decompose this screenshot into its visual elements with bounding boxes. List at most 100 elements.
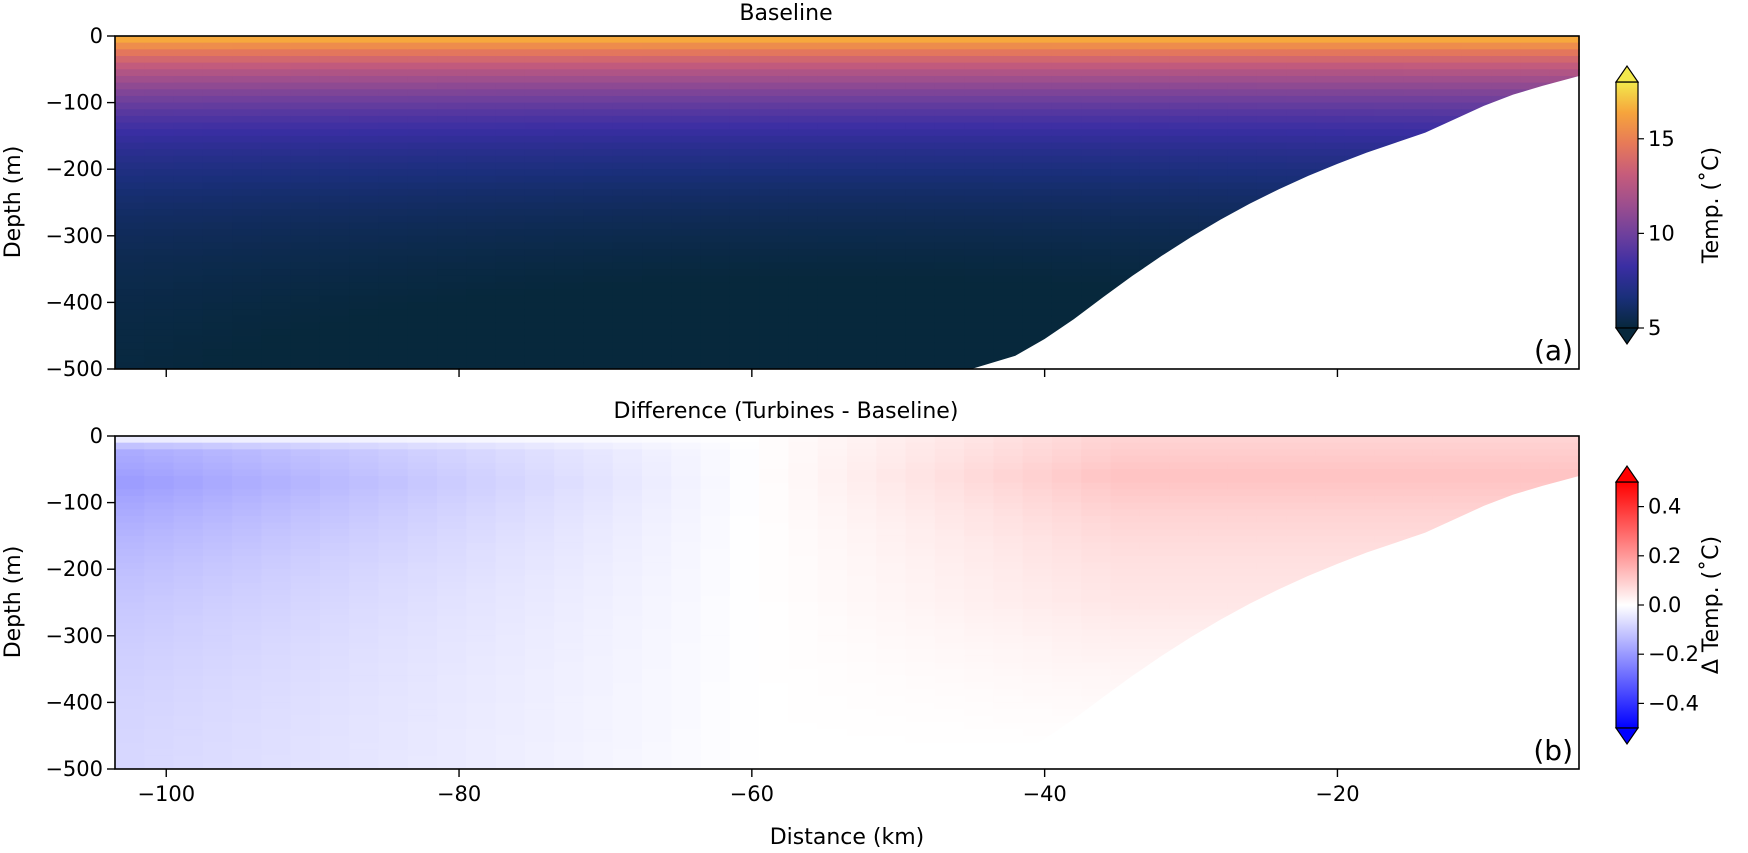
field-cell: [1315, 522, 1346, 531]
field-cell: [524, 149, 555, 157]
field-cell: [642, 575, 673, 584]
field-cell: [1081, 642, 1112, 650]
field-cell: [847, 175, 878, 184]
field-cell: [671, 475, 702, 484]
field-cell: [1051, 195, 1083, 204]
field-cell: [905, 469, 936, 477]
field-cell: [261, 436, 292, 444]
field-cell: [1022, 589, 1053, 597]
field-cell: [964, 162, 995, 170]
field-cell: [349, 462, 380, 471]
field-cell: [437, 702, 468, 710]
field-cell: [349, 89, 380, 97]
field-cell: [261, 575, 292, 584]
field-cell: [466, 95, 497, 104]
field-cell: [202, 242, 233, 250]
field-cell: [144, 162, 175, 170]
field-cell: [144, 69, 175, 77]
field-cell: [993, 275, 1024, 284]
field-cell: [319, 362, 351, 370]
field-cell: [202, 235, 233, 244]
field-cell: [759, 315, 790, 324]
field-cell: [319, 436, 351, 444]
field-cell: [1374, 135, 1405, 144]
field-cell: [1403, 82, 1434, 91]
field-cell: [1169, 589, 1200, 597]
field-cell: [349, 582, 380, 590]
field-cell: [642, 582, 673, 590]
field-cell: [115, 515, 146, 524]
field-cell: [554, 36, 585, 44]
field-cell: [1051, 715, 1083, 724]
field-cell: [788, 69, 819, 77]
field-cell: [1051, 155, 1083, 164]
field-cell: [407, 629, 438, 637]
field-cell: [261, 195, 292, 204]
field-cell: [202, 449, 233, 457]
field-cell: [993, 295, 1024, 304]
field-cell: [847, 609, 878, 617]
field-cell: [407, 595, 438, 604]
field-cell: [905, 595, 936, 604]
field-cell: [1169, 102, 1200, 111]
field-cell: [115, 562, 146, 570]
field-cell: [261, 255, 292, 264]
field-cell: [1022, 162, 1053, 170]
field-cell: [642, 755, 673, 764]
field-cell: [993, 615, 1024, 624]
field-cell: [729, 622, 760, 630]
field-cell: [173, 36, 204, 44]
field-cell: [554, 342, 585, 350]
field-cell: [290, 289, 321, 297]
field-cell: [700, 529, 731, 537]
field-cell: [700, 175, 731, 184]
field-cell: [173, 489, 204, 497]
field-cell: [1139, 595, 1170, 604]
field-cell: [612, 275, 643, 284]
field-cell: [817, 129, 848, 137]
field-cell: [934, 469, 965, 477]
field-cell: [144, 462, 175, 471]
field-cell: [524, 122, 555, 131]
field-cell: [729, 542, 760, 551]
field-cell: [612, 322, 643, 330]
field-cell: [847, 162, 878, 170]
field-cell: [934, 82, 965, 91]
field-cell: [876, 222, 907, 230]
field-cell: [759, 602, 790, 610]
field-cell: [232, 442, 263, 451]
field-cell: [407, 309, 438, 317]
field-cell: [524, 682, 555, 690]
field-cell: [290, 302, 321, 310]
field-cell: [700, 42, 731, 51]
field-cell: [729, 475, 760, 484]
field-cell: [905, 129, 936, 137]
field-cell: [700, 322, 731, 330]
field-cell: [642, 95, 673, 104]
field-cell: [876, 762, 907, 770]
field-cell: [144, 55, 175, 64]
field-cell: [1022, 609, 1053, 617]
field-cell: [378, 229, 409, 237]
field-cell: [232, 362, 263, 370]
field-cell: [407, 329, 438, 337]
field-cell: [934, 109, 965, 117]
field-cell: [437, 495, 468, 504]
field-cell: [964, 195, 995, 204]
field-cell: [759, 362, 790, 370]
field-cell: [1256, 502, 1287, 511]
field-cell: [144, 669, 175, 677]
field-cell: [905, 242, 936, 250]
field-cell: [1022, 502, 1053, 511]
field-cell: [1432, 109, 1463, 117]
field-cell: [495, 449, 526, 457]
field-cell: [261, 155, 292, 164]
field-cell: [847, 522, 878, 531]
field-cell: [847, 342, 878, 350]
field-cell: [232, 69, 263, 77]
field-cell: [1315, 102, 1346, 111]
field-cell: [729, 615, 760, 624]
field-cell: [729, 595, 760, 604]
field-cell: [173, 442, 204, 451]
field-cell: [817, 522, 848, 531]
